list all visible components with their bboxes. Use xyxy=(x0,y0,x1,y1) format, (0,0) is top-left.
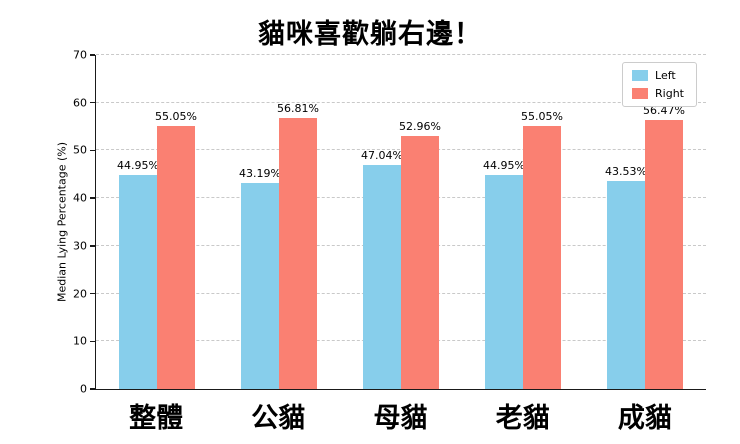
y-tick-mark xyxy=(90,54,95,56)
bar-value-label: 47.04% xyxy=(361,148,403,162)
bars-container: 44.95% 55.05% 43.19% 56.81% 47.04% 52.96% 44.9… xyxy=(96,55,706,389)
x-category-label-5: 成貓 xyxy=(617,403,672,434)
bar-group-5: 43.53% 56.47% xyxy=(584,55,706,389)
y-tick-mark xyxy=(90,388,95,390)
bar-right-group-2: 56.81% xyxy=(277,103,319,389)
bar-left-group-5: 43.53% xyxy=(605,166,647,389)
bar-value-label: 44.95% xyxy=(483,158,525,172)
bar-value-label: 44.95% xyxy=(117,158,159,172)
x-category-label-4: 老貓 xyxy=(495,403,550,434)
legend: Left Right xyxy=(622,62,697,107)
y-tick-label-40: 40 xyxy=(73,191,87,205)
gridline-y-70 xyxy=(96,54,706,55)
bar-value-label: 43.53% xyxy=(605,165,647,179)
y-tick-label-60: 60 xyxy=(73,96,87,110)
chart-title: 貓咪喜歡躺右邊！ xyxy=(258,19,482,50)
bar-value-label: 55.05% xyxy=(155,110,197,124)
y-tick-mark xyxy=(90,101,95,104)
legend-swatch-icon xyxy=(632,70,649,81)
legend-label: Right xyxy=(655,87,684,100)
legend-label: Left xyxy=(655,69,676,82)
x-category-label-2: 公貓 xyxy=(251,403,306,434)
gridline-y-60 xyxy=(96,101,706,103)
y-tick-mark xyxy=(90,340,95,343)
bar-group-2: 43.19% 56.81% xyxy=(218,55,340,389)
x-category-label-1: 整體 xyxy=(129,403,184,434)
y-tick-mark xyxy=(90,245,95,247)
y-tick-mark xyxy=(90,149,95,152)
y-tick-label-50: 50 xyxy=(73,143,87,157)
bar-group-4: 44.95% 55.05% xyxy=(462,55,584,389)
y-tick-label-0: 0 xyxy=(80,382,87,396)
legend-item-right: Right xyxy=(632,88,684,99)
bar-value-label: 52.96% xyxy=(399,120,441,134)
bar-value-label: 56.47% xyxy=(643,103,685,117)
x-category-label-3: 母貓 xyxy=(373,403,428,434)
y-axis-title: Median Lying Percentage (%) xyxy=(55,141,69,303)
bar-right-group-5: 56.47% xyxy=(643,105,685,389)
bar-left-group-1: 44.95% xyxy=(117,160,159,389)
y-tick-label-70: 70 xyxy=(73,48,87,62)
bar-right-group-4: 55.05% xyxy=(521,111,563,389)
bar-right-group-1: 55.05% xyxy=(155,111,197,389)
bar-group-1: 44.95% 55.05% xyxy=(96,55,218,389)
plot-area: 44.95% 55.05% 43.19% 56.81% 47.04% 52.96% 44.9… xyxy=(73,50,706,395)
bar-right-group-3: 52.96% xyxy=(399,121,441,389)
y-tick-mark xyxy=(90,197,95,199)
bar-value-label: 55.05% xyxy=(521,110,563,124)
y-tick-label-30: 30 xyxy=(73,239,87,253)
legend-swatch-icon xyxy=(632,88,649,99)
bar-value-label: 56.81% xyxy=(277,101,319,115)
bar-group-3: 47.04% 52.96% xyxy=(340,55,462,389)
bar-value-label: 43.19% xyxy=(239,166,281,180)
y-tick-label-10: 10 xyxy=(73,334,87,348)
bar-left-group-3: 47.04% xyxy=(361,150,403,389)
y-tick-mark xyxy=(90,292,95,295)
bar-left-group-2: 43.19% xyxy=(239,168,281,389)
x-axis-labels: 整體 公貓 母貓 老貓 成貓 xyxy=(95,396,706,435)
y-tick-label-20: 20 xyxy=(73,287,87,301)
legend-item-left: Left xyxy=(632,70,684,81)
bar-left-group-4: 44.95% xyxy=(483,160,525,389)
